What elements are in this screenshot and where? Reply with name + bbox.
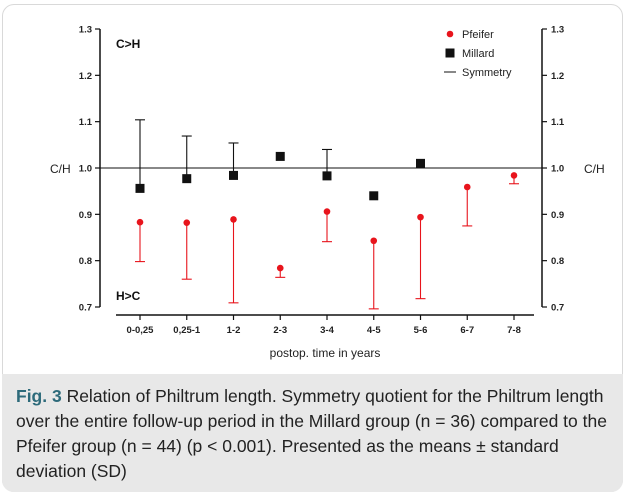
y-tick-label-left: 1.0 — [79, 164, 92, 175]
pfeifer-point — [136, 218, 144, 226]
pfeifer-point — [417, 213, 424, 221]
caption-text: Relation of Philtrum length. Symmetry qu… — [16, 386, 607, 481]
millard-point — [416, 158, 425, 168]
x-axis-title: postop. time in years — [270, 346, 381, 360]
millard-point — [229, 170, 238, 180]
y-tick-label-right: 1.2 — [551, 71, 564, 82]
y-tick-label-right: 1.1 — [551, 117, 565, 128]
pfeifer-point — [463, 183, 471, 191]
pfeifer-point — [230, 216, 237, 223]
x-tick-label: 0-0,25 — [127, 325, 155, 336]
millard-point — [322, 171, 332, 181]
legend-pfeifer-label: Pfeifer — [462, 29, 494, 41]
annotation-top: C>H — [116, 37, 140, 51]
figure-label: Fig. 3 — [16, 386, 62, 406]
x-tick-label: 4-5 — [367, 325, 381, 336]
y-tick-label-left: 0.7 — [79, 303, 92, 314]
x-tick-label: 3-4 — [320, 325, 334, 336]
y-tick-label-right: 0.9 — [551, 210, 564, 221]
legend-pfeifer-marker — [446, 30, 454, 38]
pfeifer-point — [323, 208, 331, 215]
pfeifer-point — [510, 172, 518, 179]
y-tick-label-left: 0.8 — [79, 256, 92, 267]
legend-millard-label: Millard — [462, 48, 494, 60]
y-tick-label-right: 1.0 — [551, 164, 564, 175]
x-tick-label: 5-6 — [414, 325, 428, 336]
y-tick-label-left: 1.2 — [79, 71, 92, 82]
x-tick-label: 7-8 — [507, 325, 521, 336]
y-tick-label-right: 0.8 — [551, 256, 564, 267]
legend: Pfeifer Millard Symmetry — [444, 29, 512, 79]
y-tick-label-right: 0.7 — [551, 303, 564, 314]
x-tick-label: 2-3 — [273, 325, 287, 336]
annotation-bottom: H>C — [116, 289, 141, 303]
figure-caption: Fig. 3 Relation of Philtrum length. Symm… — [2, 374, 623, 492]
pfeifer-point — [276, 264, 284, 272]
axes-group: 0.7 0.7 0.8 0.8 0.9 0.9 1.0 1.0 1.1 1.1 1.2 1.2 1.3 1… — [79, 25, 565, 337]
legend-millard-marker — [445, 48, 455, 58]
marks-group — [135, 119, 519, 310]
pfeifer-point — [183, 219, 191, 226]
pfeifer-point — [370, 237, 378, 245]
y-axis-label-right: C/H — [584, 162, 605, 176]
x-tick-label: 1-2 — [227, 325, 241, 336]
chart: 0.7 0.7 0.8 0.8 0.9 0.9 1.0 1.0 1.1 1.1 1.2 1.2 1.3 1… — [50, 25, 605, 361]
y-tick-label-left: 1.3 — [79, 25, 92, 36]
millard-point — [369, 191, 379, 201]
millard-point — [135, 183, 145, 193]
y-tick-label-left: 0.9 — [79, 210, 92, 221]
y-tick-label-left: 1.1 — [79, 117, 93, 128]
y-tick-label-right: 1.3 — [551, 25, 564, 36]
y-axis-label-left: C/H — [50, 162, 71, 176]
x-tick-label: 0,25-1 — [173, 325, 201, 336]
millard-point — [275, 151, 285, 161]
legend-symmetry-label: Symmetry — [462, 67, 512, 79]
x-tick-label: 6-7 — [460, 325, 474, 336]
millard-point — [182, 174, 192, 184]
